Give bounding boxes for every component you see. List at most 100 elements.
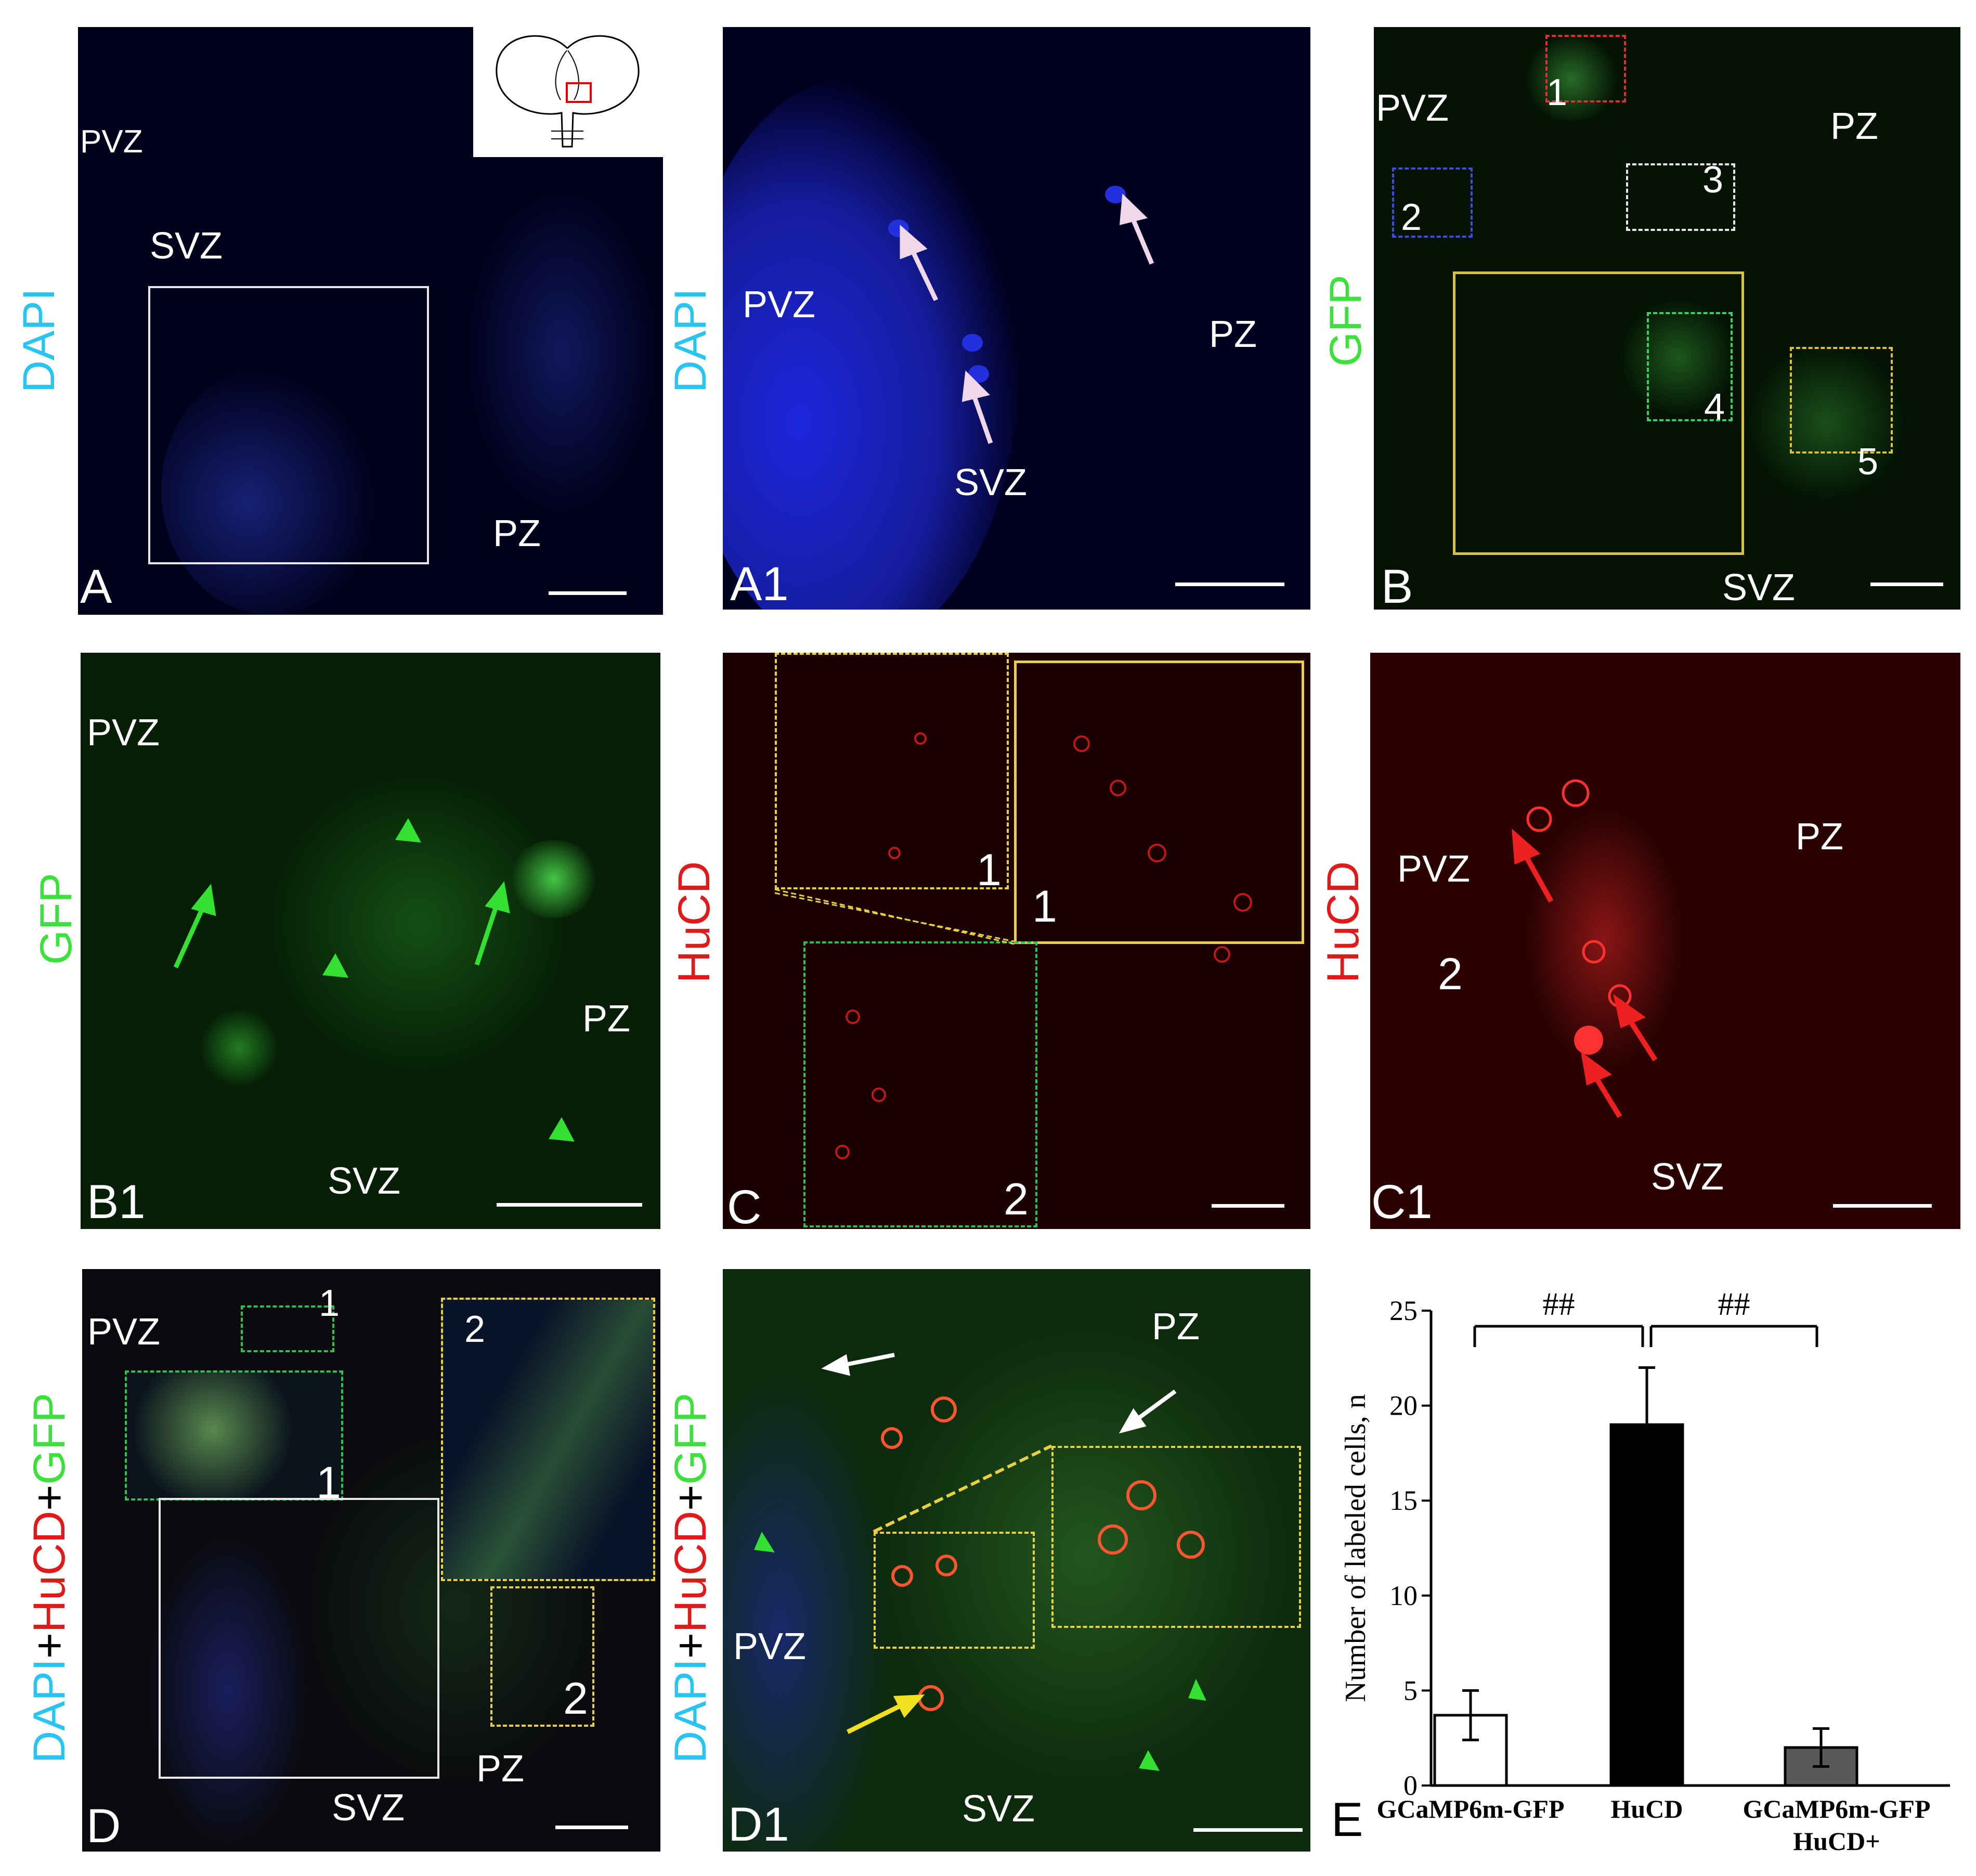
bar-chart: Number of labeled cells, n E 0 5 10 15 20 25 G… bbox=[1331, 1287, 1950, 1856]
scale-bar bbox=[1193, 1828, 1303, 1832]
zone-label-pvz: PVZ bbox=[80, 124, 143, 160]
inset-number: 1 bbox=[1546, 72, 1568, 113]
inset-number: 2 bbox=[563, 1674, 588, 1724]
inset-number: 3 bbox=[1702, 159, 1724, 201]
zone-label-pz: PZ bbox=[476, 1748, 525, 1790]
gfp-signal bbox=[1618, 297, 1738, 417]
zone-label-svz: SVZ bbox=[332, 1787, 405, 1829]
zone-label-pvz: PVZ bbox=[733, 1626, 807, 1667]
arrowhead-icon bbox=[549, 1117, 575, 1142]
panel-a-dapi: PVZ SVZ PZ A bbox=[78, 27, 663, 615]
cells-and-arrows bbox=[1512, 779, 1658, 1118]
inset-box-4 bbox=[1647, 312, 1733, 421]
arrowhead-icon bbox=[1139, 1750, 1160, 1771]
panel-letter: A1 bbox=[730, 558, 789, 610]
neuron bbox=[1214, 946, 1230, 963]
inset-number: 4 bbox=[1704, 386, 1725, 428]
scale-bar bbox=[555, 1826, 628, 1829]
inset-number: 1 bbox=[316, 1458, 341, 1508]
zone-label-pvz: PVZ bbox=[1376, 87, 1449, 129]
inset-box-2 bbox=[490, 1586, 594, 1727]
neuron bbox=[1574, 1026, 1603, 1055]
significance-label: ## bbox=[1718, 1287, 1750, 1322]
panel-letter: B1 bbox=[87, 1175, 146, 1228]
neuron bbox=[1562, 779, 1590, 807]
stain-label: HuCD bbox=[669, 861, 719, 983]
neuron bbox=[835, 1145, 850, 1159]
inset-box-2 bbox=[1392, 167, 1473, 238]
region-box bbox=[148, 286, 429, 564]
arrowhead-icon bbox=[395, 818, 421, 843]
inset-box bbox=[874, 1532, 1035, 1649]
neuron bbox=[846, 1010, 860, 1024]
panel-d-merge: 1 1 2 2 PVZ PZ SVZ D bbox=[82, 1269, 660, 1852]
x-tick-label: GCaMP6m-GFP bbox=[1743, 1794, 1930, 1823]
region-number: 2 bbox=[1438, 949, 1463, 999]
bar bbox=[1609, 1423, 1684, 1787]
region-box bbox=[1453, 271, 1744, 555]
stain-label: DAPI bbox=[666, 288, 716, 393]
panel-c1-hucd: PVZ PZ 2 SVZ C1 bbox=[1370, 653, 1960, 1229]
panel-letter: D1 bbox=[728, 1798, 789, 1851]
zone-label-pz: PZ bbox=[582, 998, 631, 1040]
x-tick-label: GCaMP6m-GFP bbox=[1376, 1794, 1564, 1823]
plus-sign: + bbox=[666, 1633, 716, 1659]
neuron bbox=[891, 1565, 913, 1587]
zone-label-pz: PZ bbox=[1796, 816, 1844, 858]
inset-box-1 bbox=[241, 1305, 334, 1352]
zone-label-pvz: PVZ bbox=[87, 1311, 161, 1353]
neuron bbox=[1098, 1524, 1128, 1555]
panel-b1-gfp: PVZ PZ SVZ B1 bbox=[81, 653, 660, 1229]
gfp-signal bbox=[507, 840, 601, 918]
neuron bbox=[1233, 893, 1252, 912]
dapi-signal bbox=[145, 1529, 311, 1852]
y-tick-label: 15 bbox=[1389, 1485, 1418, 1516]
brain-section-icon bbox=[496, 35, 640, 148]
dapi-label: DAPI bbox=[666, 1659, 716, 1763]
inset-box-2 bbox=[803, 941, 1037, 1227]
gfp-label: GFP bbox=[666, 1392, 716, 1485]
nuclei-cluster bbox=[463, 183, 660, 521]
stain-label: GFP bbox=[31, 873, 81, 965]
zone-label-svz: SVZ bbox=[1651, 1156, 1724, 1198]
plus-sign: + bbox=[666, 1484, 716, 1511]
inset-number: 2 bbox=[1004, 1174, 1029, 1224]
arrow-icon bbox=[1128, 213, 1154, 265]
inset-number: 2 bbox=[464, 1309, 486, 1350]
inset-number: 2 bbox=[1401, 197, 1422, 238]
zone-label-pz: PZ bbox=[493, 513, 541, 554]
inset-enlarged-2 bbox=[441, 1298, 655, 1581]
neuron bbox=[914, 732, 927, 745]
zone-label-pz: PZ bbox=[1152, 1306, 1200, 1348]
significance-label: ## bbox=[1543, 1287, 1575, 1322]
stain-label: GFP bbox=[1321, 275, 1371, 367]
gfp-label: GFP bbox=[24, 1392, 74, 1485]
merge-stain-label: DAPI+HuCD+GFP bbox=[666, 1392, 716, 1763]
zone-label-pz: PZ bbox=[1209, 314, 1257, 355]
zone-label-pvz: PVZ bbox=[743, 284, 816, 326]
panel-c-hucd: 1 1 2 C bbox=[723, 653, 1310, 1229]
panel-letter: A bbox=[80, 560, 112, 613]
plus-sign: + bbox=[24, 1484, 74, 1511]
zone-label-svz: SVZ bbox=[1722, 567, 1796, 609]
neuron bbox=[1582, 940, 1606, 964]
y-tick-label: 0 bbox=[1403, 1770, 1418, 1801]
inset-box-1 bbox=[775, 653, 1009, 889]
pointer-arrows bbox=[900, 193, 1154, 444]
neuron bbox=[888, 847, 901, 859]
inset-enlarged-1 bbox=[125, 1370, 343, 1500]
cells-and-arrows bbox=[754, 1353, 1206, 1771]
panel-letter: E bbox=[1331, 1793, 1363, 1846]
hucd-label: HuCD bbox=[666, 1510, 716, 1633]
panel-a1-dapi: PVZ SVZ PZ A1 bbox=[723, 27, 1310, 610]
stain-label: HuCD bbox=[1318, 861, 1368, 983]
y-tick-label: 20 bbox=[1389, 1390, 1418, 1421]
scale-bar bbox=[549, 591, 627, 595]
neuron bbox=[881, 1427, 903, 1449]
arrowhead-icon bbox=[1188, 1679, 1206, 1701]
inset-box-3 bbox=[1626, 163, 1735, 231]
y-tick-label: 25 bbox=[1389, 1295, 1418, 1326]
panel-letter: B bbox=[1381, 560, 1413, 610]
gfp-signal bbox=[200, 1006, 278, 1090]
neuron bbox=[1126, 1480, 1156, 1510]
